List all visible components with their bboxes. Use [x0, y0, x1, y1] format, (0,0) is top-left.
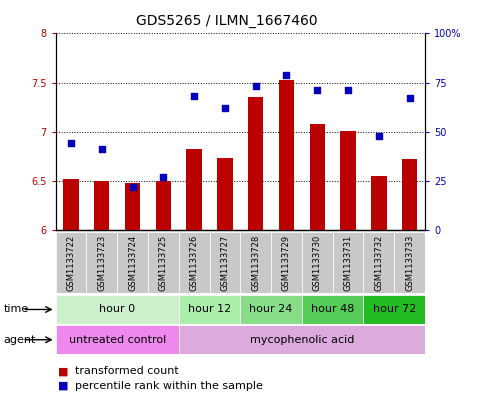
Point: [98, 146, 106, 152]
Text: ■: ■: [57, 366, 68, 376]
Point: [67, 140, 75, 147]
Bar: [364, 232, 394, 293]
Bar: [302, 295, 364, 324]
Point: [159, 174, 167, 180]
Text: GSM1133724: GSM1133724: [128, 235, 137, 291]
Bar: [271, 232, 302, 293]
Text: percentile rank within the sample: percentile rank within the sample: [75, 381, 263, 391]
Bar: [148, 232, 179, 293]
Bar: [179, 295, 240, 324]
Bar: [371, 176, 386, 230]
Bar: [302, 232, 333, 293]
Text: GSM1133728: GSM1133728: [251, 235, 260, 291]
Bar: [310, 124, 325, 230]
Text: GSM1133730: GSM1133730: [313, 235, 322, 291]
Bar: [186, 149, 202, 230]
Text: time: time: [4, 305, 29, 314]
Point: [283, 72, 290, 78]
Text: mycophenolic acid: mycophenolic acid: [250, 335, 354, 345]
Text: hour 12: hour 12: [188, 305, 231, 314]
Text: GSM1133732: GSM1133732: [374, 235, 384, 291]
Bar: [63, 179, 79, 230]
Point: [344, 87, 352, 94]
Text: untreated control: untreated control: [69, 335, 166, 345]
Text: ■: ■: [57, 381, 68, 391]
Bar: [240, 232, 271, 293]
Text: hour 0: hour 0: [99, 305, 135, 314]
Bar: [125, 183, 140, 230]
Point: [406, 95, 413, 101]
Bar: [341, 130, 356, 230]
Bar: [117, 232, 148, 293]
Bar: [248, 97, 263, 230]
Point: [252, 83, 259, 90]
Text: GSM1133726: GSM1133726: [190, 235, 199, 291]
Bar: [210, 232, 240, 293]
Bar: [241, 295, 302, 324]
Bar: [56, 232, 86, 293]
Bar: [402, 159, 417, 230]
Bar: [333, 232, 364, 293]
Bar: [156, 181, 171, 230]
Text: agent: agent: [4, 335, 36, 345]
Text: hour 24: hour 24: [249, 305, 293, 314]
Bar: [279, 79, 294, 230]
Text: GSM1133729: GSM1133729: [282, 235, 291, 291]
Bar: [364, 295, 425, 324]
Bar: [179, 325, 425, 354]
Text: GSM1133733: GSM1133733: [405, 235, 414, 291]
Point: [190, 93, 198, 99]
Point: [313, 87, 321, 94]
Text: hour 72: hour 72: [372, 305, 416, 314]
Text: GSM1133725: GSM1133725: [159, 235, 168, 291]
Text: transformed count: transformed count: [75, 366, 179, 376]
Bar: [56, 295, 179, 324]
Text: GSM1133722: GSM1133722: [67, 235, 75, 291]
Point: [221, 105, 229, 111]
Text: GDS5265 / ILMN_1667460: GDS5265 / ILMN_1667460: [136, 14, 318, 28]
Bar: [94, 181, 110, 230]
Bar: [56, 325, 179, 354]
Bar: [394, 232, 425, 293]
Text: GSM1133731: GSM1133731: [343, 235, 353, 291]
Text: GSM1133727: GSM1133727: [220, 235, 229, 291]
Bar: [217, 158, 233, 230]
Text: hour 48: hour 48: [311, 305, 355, 314]
Bar: [179, 232, 210, 293]
Bar: [86, 232, 117, 293]
Text: GSM1133723: GSM1133723: [97, 235, 106, 291]
Point: [375, 132, 383, 139]
Point: [128, 184, 136, 190]
